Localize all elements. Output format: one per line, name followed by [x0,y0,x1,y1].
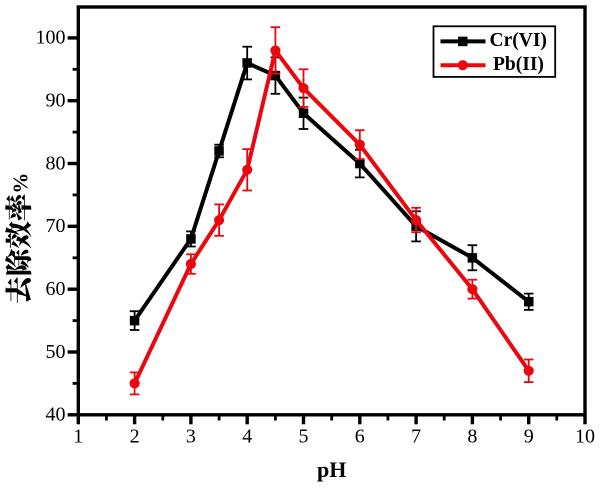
svg-text:70: 70 [46,215,66,237]
svg-text:1: 1 [73,426,83,448]
svg-text:Cr(VI): Cr(VI) [490,30,547,51]
svg-text:pH: pH [317,457,346,482]
svg-text:80: 80 [46,152,66,174]
svg-text:7: 7 [411,426,421,448]
svg-text:90: 90 [46,90,66,112]
svg-text:3: 3 [186,426,196,448]
svg-text:100: 100 [36,27,66,49]
svg-text:Pb(II): Pb(II) [493,54,544,75]
svg-text:2: 2 [130,426,140,448]
svg-text:60: 60 [46,278,66,300]
svg-text:50: 50 [46,341,66,363]
svg-text:8: 8 [467,426,477,448]
svg-text:10: 10 [575,426,595,448]
svg-text:4: 4 [242,426,252,448]
svg-text:9: 9 [524,426,534,448]
svg-text:5: 5 [299,426,309,448]
svg-text:6: 6 [355,426,365,448]
svg-text:%: % [9,173,33,194]
svg-text:40: 40 [46,404,66,426]
